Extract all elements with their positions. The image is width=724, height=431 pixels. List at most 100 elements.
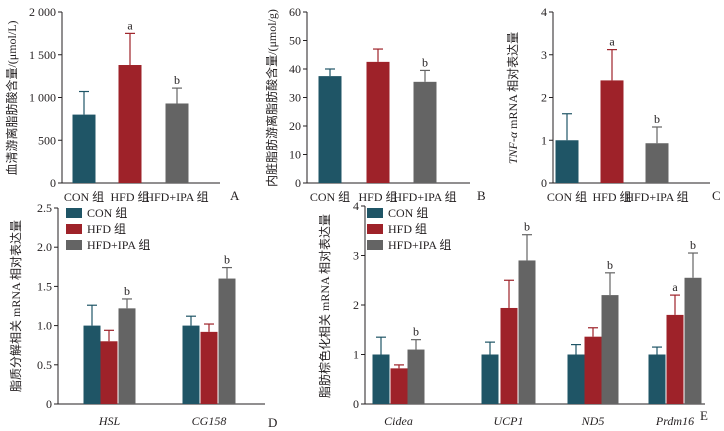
chart-panel-a: 0 500 1 000 1 500 2 000 血清游离脂肪酸含量/(μmol/L) A CO… [4, 5, 240, 204]
legend-label: HFD 组 [388, 222, 427, 236]
bar [200, 331, 218, 404]
x-category-label: HFD+IPA 组 [145, 190, 208, 204]
y-tick-label: 0 [50, 176, 56, 190]
x-category-label: CG158 [192, 414, 227, 428]
bar [118, 308, 136, 404]
x-category-label: CON 组 [310, 190, 350, 204]
x-category-label: CON 组 [547, 190, 587, 204]
y-tick-label: 1.0 [37, 319, 52, 333]
legend-label: CON 组 [87, 206, 127, 220]
significance-label: b [654, 112, 660, 126]
significance-label: a [672, 280, 678, 294]
significance-label: b [174, 73, 180, 87]
y-axis-title: TNF-α mRNA 相对表达量 [506, 32, 520, 164]
panel-label: A [230, 188, 240, 203]
legend-label: CON 组 [388, 206, 428, 220]
panel-label: B [477, 188, 486, 203]
y-axis-title: 内脏脂肪游离脂肪酸含量/(μmol/g) [264, 9, 279, 187]
bar [584, 336, 602, 404]
bar [318, 76, 342, 183]
y-axis-title: 血清游离脂肪酸含量/(μmol/L) [4, 20, 19, 175]
bar [567, 354, 585, 404]
significance-label: a [127, 18, 133, 32]
y-tick-label: 1 000 [29, 91, 56, 105]
bar [72, 114, 96, 183]
bar [684, 277, 702, 404]
y-tick-label: 1 [541, 133, 547, 147]
y-axis-title-rest: mRNA 相对表达量 [506, 32, 520, 132]
bar [481, 354, 499, 404]
bar [500, 307, 518, 404]
x-category-label: HFD 组 [592, 190, 631, 204]
y-tick-label: 40 [289, 62, 301, 76]
legend-swatch [367, 240, 383, 250]
x-category-label: Cidea [384, 414, 413, 428]
legend-swatch [66, 224, 82, 234]
y-tick-label: 20 [289, 119, 301, 133]
x-category-label: ND5 [581, 414, 605, 428]
x-category-label: Prdm16 [655, 414, 694, 428]
bar [366, 61, 390, 183]
y-tick-label: 500 [38, 133, 56, 147]
chart-panel-e: 0 1 2 3 4 脂肪棕色化相关 mRNA 相对表达量 Eb Cidea b UCP1 b ND5 a… [317, 199, 708, 428]
significance-label: b [124, 284, 130, 298]
y-axis-title: 脂质分解相关 mRNA 相对表达量 [8, 220, 23, 392]
x-category-label: HSL [98, 414, 121, 428]
legend-swatch [66, 240, 82, 250]
significance-label: a [609, 35, 615, 49]
y-tick-label: 2 [541, 91, 547, 105]
bar [666, 314, 684, 404]
y-tick-label: 0.5 [37, 358, 52, 372]
chart-panel-c: 0 1 2 3 4 TNF-α mRNA 相对表达量 C CON 组 a HFD 组 b HFD+IP… [506, 5, 721, 204]
bar [218, 278, 236, 404]
y-tick-label: 0 [353, 397, 359, 411]
x-category-label: HFD+IPA 组 [393, 190, 456, 204]
bar [413, 81, 437, 183]
y-tick-label: 1.5 [37, 279, 52, 293]
legend-swatch [367, 208, 383, 218]
significance-label: b [607, 258, 613, 272]
x-category-label: HFD+IPA 组 [625, 190, 688, 204]
bar [648, 354, 666, 404]
panel-label: C [712, 188, 721, 203]
y-tick-label: 2 [353, 298, 359, 312]
y-tick-label: 3 [353, 249, 359, 263]
legend-label: HFD+IPA 组 [87, 238, 150, 252]
x-category-label: UCP1 [494, 414, 524, 428]
y-tick-label: 30 [289, 91, 301, 105]
y-tick-label: 4 [353, 199, 359, 213]
significance-label: b [690, 238, 696, 252]
y-tick-label: 50 [289, 34, 301, 48]
y-tick-label: 2.5 [37, 201, 52, 215]
bar [601, 295, 619, 404]
bar [182, 325, 200, 404]
legend-label: HFD 组 [87, 222, 126, 236]
bar [100, 341, 118, 404]
bar [407, 349, 425, 404]
bar [555, 140, 579, 183]
legend-swatch [66, 208, 82, 218]
bar [645, 143, 669, 183]
significance-label: b [224, 253, 230, 267]
bar [165, 103, 189, 183]
bar [390, 368, 408, 404]
y-tick-label: 0 [541, 176, 547, 190]
y-axis-title: 脂肪棕色化相关 mRNA 相对表达量 [317, 214, 332, 398]
significance-label: b [524, 220, 530, 234]
y-tick-label: 4 [541, 5, 547, 19]
panel-label: D [268, 415, 277, 430]
y-tick-label: 2 000 [29, 5, 56, 19]
bar [372, 354, 390, 404]
chart-panel-b: 0 10 20 30 40 50 60 内脏脂肪游离脂肪酸含量/(μmol/g) B CON 组 H… [264, 5, 486, 204]
bar [600, 80, 624, 183]
y-tick-label: 0 [46, 397, 52, 411]
x-category-label: HFD 组 [110, 190, 149, 204]
bar [83, 325, 101, 404]
y-tick-label: 60 [289, 5, 301, 19]
x-category-label: HFD 组 [358, 190, 397, 204]
x-category-label: CON 组 [64, 190, 104, 204]
panel-label: E [700, 408, 708, 423]
y-tick-label: 10 [289, 148, 301, 162]
bar [518, 260, 536, 404]
